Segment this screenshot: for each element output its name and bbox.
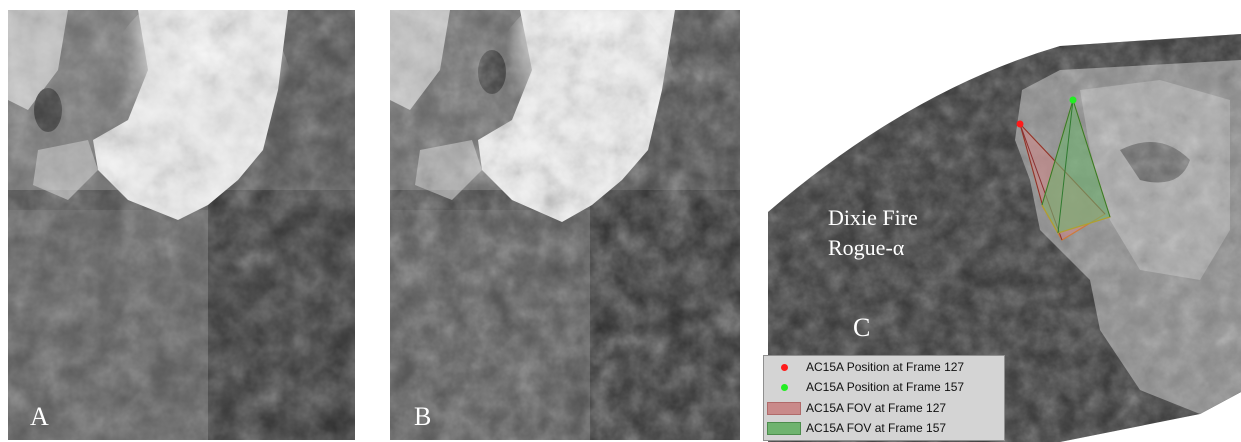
- satellite-image-a-graphic: [8, 10, 355, 440]
- position-frame-127: [1017, 121, 1024, 128]
- legend-label: AC15A Position at Frame 127: [804, 360, 964, 374]
- legend-item-position-127: AC15A Position at Frame 127: [764, 358, 964, 376]
- panel-label-b: B: [414, 402, 431, 432]
- legend-label: AC15A Position at Frame 157: [804, 380, 964, 394]
- satellite-image-a: A: [8, 10, 355, 440]
- panel-label-c: C: [853, 313, 870, 343]
- legend-item-fov-127: AC15A FOV at Frame 127: [764, 399, 946, 417]
- legend-item-position-157: AC15A Position at Frame 157: [764, 378, 964, 396]
- panel-label-a: A: [30, 402, 49, 432]
- red-swatch-icon: [767, 402, 801, 415]
- red-dot-icon: [781, 364, 788, 371]
- legend-label: AC15A FOV at Frame 157: [804, 421, 946, 435]
- satellite-image-b-graphic: [390, 10, 740, 440]
- legend-label: AC15A FOV at Frame 127: [804, 401, 946, 415]
- map-caption-subtitle: Rogue-α: [828, 233, 904, 263]
- map-legend: AC15A Position at Frame 127 AC15A Positi…: [763, 355, 1005, 441]
- legend-item-fov-157: AC15A FOV at Frame 157: [764, 419, 946, 437]
- green-swatch-icon: [767, 422, 801, 435]
- position-frame-157: [1070, 97, 1077, 104]
- green-dot-icon: [781, 384, 788, 391]
- map-caption-title: Dixie Fire: [828, 203, 918, 233]
- satellite-image-b: B: [390, 10, 740, 440]
